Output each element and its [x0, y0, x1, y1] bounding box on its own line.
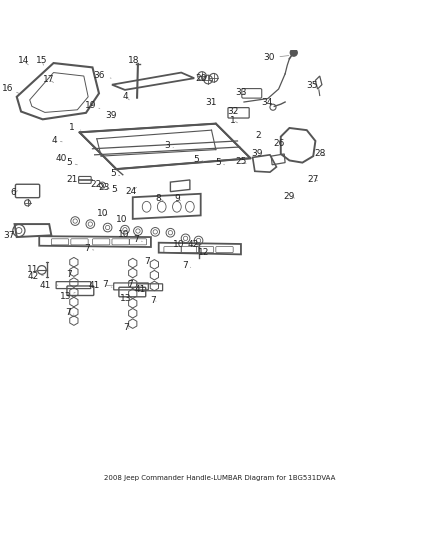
Text: 10: 10 — [173, 240, 185, 249]
Text: 4: 4 — [52, 135, 62, 144]
Text: 5: 5 — [110, 169, 120, 178]
Text: 21: 21 — [67, 175, 81, 183]
Text: 7: 7 — [123, 322, 129, 332]
Text: 12: 12 — [198, 248, 209, 257]
Text: 29: 29 — [284, 192, 295, 201]
Text: 22: 22 — [90, 180, 101, 189]
Text: 2: 2 — [255, 131, 261, 140]
Text: 5: 5 — [194, 155, 204, 164]
Text: 10: 10 — [97, 209, 108, 218]
Text: 5: 5 — [111, 185, 117, 194]
Text: 17: 17 — [43, 75, 55, 84]
Text: 1: 1 — [230, 116, 237, 125]
Text: 39: 39 — [251, 149, 263, 158]
Text: 6: 6 — [11, 188, 18, 197]
Text: 34: 34 — [261, 98, 272, 107]
Text: 40: 40 — [55, 154, 70, 163]
Text: 4: 4 — [123, 92, 129, 101]
Text: 23: 23 — [99, 183, 110, 192]
Text: 13: 13 — [120, 294, 131, 303]
Text: 3: 3 — [165, 141, 173, 150]
Text: 7: 7 — [127, 280, 137, 289]
Text: 13: 13 — [60, 292, 75, 301]
Text: 32: 32 — [227, 107, 239, 116]
Text: 24: 24 — [126, 187, 137, 196]
Text: 10: 10 — [116, 215, 127, 224]
Text: 41: 41 — [134, 285, 146, 294]
Text: 7: 7 — [102, 280, 112, 289]
Text: 31: 31 — [205, 99, 216, 107]
Text: 10: 10 — [118, 230, 130, 239]
Text: 7: 7 — [133, 235, 142, 244]
Text: 7: 7 — [150, 296, 156, 305]
Text: 42: 42 — [188, 240, 199, 249]
Text: 25: 25 — [235, 157, 247, 166]
Text: 7: 7 — [84, 244, 94, 253]
Text: 11: 11 — [28, 265, 39, 274]
Text: 18: 18 — [128, 56, 139, 66]
Text: 15: 15 — [36, 56, 48, 66]
Text: 7: 7 — [66, 270, 76, 279]
Text: 37: 37 — [3, 231, 15, 240]
Text: 30: 30 — [263, 53, 289, 62]
Text: 9: 9 — [174, 193, 180, 203]
Text: 20: 20 — [195, 74, 206, 83]
Text: 8: 8 — [156, 193, 163, 203]
Text: 5: 5 — [215, 158, 225, 167]
Text: 33: 33 — [235, 88, 247, 97]
Text: 42: 42 — [28, 272, 43, 281]
Text: 36: 36 — [93, 71, 111, 79]
Text: 7: 7 — [65, 308, 74, 317]
Text: 41: 41 — [89, 281, 113, 290]
Text: 2008 Jeep Commander Handle-LUMBAR Diagram for 1BG531DVAA: 2008 Jeep Commander Handle-LUMBAR Diagra… — [105, 475, 336, 481]
Text: 7: 7 — [145, 257, 150, 266]
Text: 28: 28 — [314, 149, 325, 158]
Text: 1: 1 — [69, 123, 81, 132]
Text: 7: 7 — [182, 261, 191, 270]
Text: 19: 19 — [85, 101, 100, 110]
Text: 16: 16 — [2, 84, 19, 93]
Text: 27: 27 — [307, 175, 319, 183]
Text: 35: 35 — [306, 81, 318, 90]
Text: 14: 14 — [18, 56, 29, 66]
Text: 5: 5 — [67, 158, 78, 167]
Text: 39: 39 — [106, 111, 117, 120]
Text: 26: 26 — [273, 139, 284, 148]
Text: 41: 41 — [39, 281, 58, 290]
Circle shape — [290, 49, 297, 56]
